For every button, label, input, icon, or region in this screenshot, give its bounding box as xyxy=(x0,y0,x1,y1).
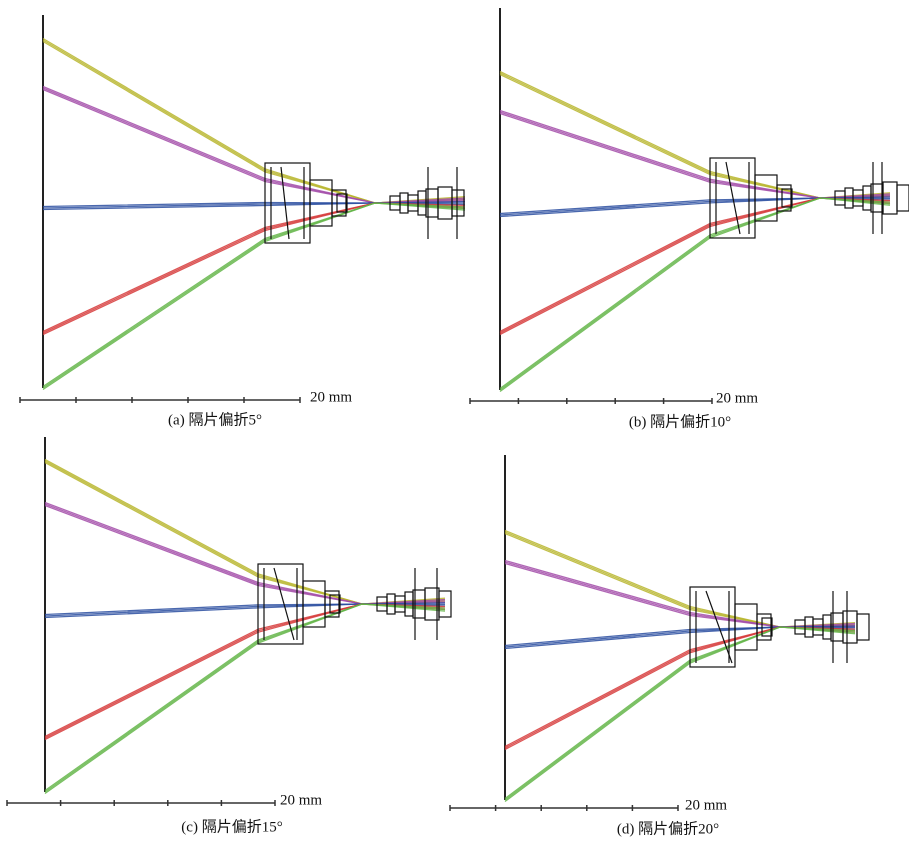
ray xyxy=(42,201,466,208)
prism xyxy=(273,567,295,641)
panel: 20 mm (b) 隔片偏折10° xyxy=(469,8,909,430)
ray xyxy=(504,559,856,628)
panel: 20 mm (a) 隔片偏折5° xyxy=(19,15,466,428)
ray xyxy=(44,603,446,795)
ray xyxy=(504,562,856,628)
ray xyxy=(44,461,446,605)
ray xyxy=(499,111,891,199)
ray xyxy=(44,603,446,741)
ray xyxy=(44,603,446,617)
ray xyxy=(44,460,446,605)
ray xyxy=(504,626,856,751)
ray xyxy=(504,626,856,748)
lens xyxy=(781,188,793,208)
ray xyxy=(499,197,891,333)
caption: (b) 隔片偏折10° xyxy=(629,413,731,430)
lens xyxy=(329,594,341,614)
ray xyxy=(499,70,891,199)
ray xyxy=(499,196,891,215)
caption: (a) 隔片偏折5° xyxy=(168,411,262,428)
ray xyxy=(44,458,446,605)
ray xyxy=(44,603,446,739)
panel: 20 mm (c) 隔片偏折15° xyxy=(6,437,452,835)
ray xyxy=(42,37,466,204)
ray xyxy=(44,603,446,793)
caption: (c) 隔片偏折15° xyxy=(181,818,282,835)
ray xyxy=(44,603,446,738)
ray xyxy=(42,40,466,204)
ray xyxy=(44,603,446,792)
scale-label: 20 mm xyxy=(685,797,727,813)
lens xyxy=(331,189,347,217)
ray xyxy=(504,626,856,801)
scale-label: 20 mm xyxy=(310,389,352,405)
ray xyxy=(42,202,466,209)
lens xyxy=(689,586,736,668)
ray xyxy=(499,197,891,336)
ray xyxy=(499,197,891,334)
ray xyxy=(504,626,856,803)
ray xyxy=(499,72,891,199)
ray xyxy=(42,202,466,388)
ray xyxy=(42,202,466,389)
panel: 20 mm (d) 隔片偏折20° xyxy=(449,455,870,837)
ray xyxy=(499,197,891,393)
lens xyxy=(756,613,772,641)
ray xyxy=(504,626,856,800)
ray xyxy=(499,197,891,391)
ray xyxy=(44,602,446,616)
lens xyxy=(856,613,870,641)
ray xyxy=(42,85,466,204)
ray xyxy=(499,197,891,216)
ray xyxy=(499,109,891,199)
ray xyxy=(499,112,891,199)
ray xyxy=(504,561,856,628)
prism xyxy=(280,166,290,240)
scale-label: 20 mm xyxy=(280,792,322,808)
ray xyxy=(44,504,446,605)
ray xyxy=(42,202,466,334)
ray xyxy=(42,88,466,204)
lens xyxy=(451,189,465,217)
ray xyxy=(42,39,466,204)
scale-label: 20 mm xyxy=(716,390,758,406)
ray xyxy=(42,202,466,333)
prism xyxy=(725,161,741,235)
lens xyxy=(896,184,909,212)
ray xyxy=(42,202,466,391)
ray xyxy=(44,501,446,605)
lens xyxy=(761,617,773,637)
lens xyxy=(336,193,348,213)
ray xyxy=(42,202,466,336)
ray xyxy=(499,73,891,199)
caption: (d) 隔片偏折20° xyxy=(617,820,719,837)
ray xyxy=(504,626,856,749)
ray xyxy=(44,503,446,605)
ray xyxy=(42,87,466,204)
prism xyxy=(705,590,733,664)
ray xyxy=(499,197,891,390)
lens xyxy=(324,590,340,618)
lens xyxy=(438,590,452,618)
lens xyxy=(776,184,792,212)
